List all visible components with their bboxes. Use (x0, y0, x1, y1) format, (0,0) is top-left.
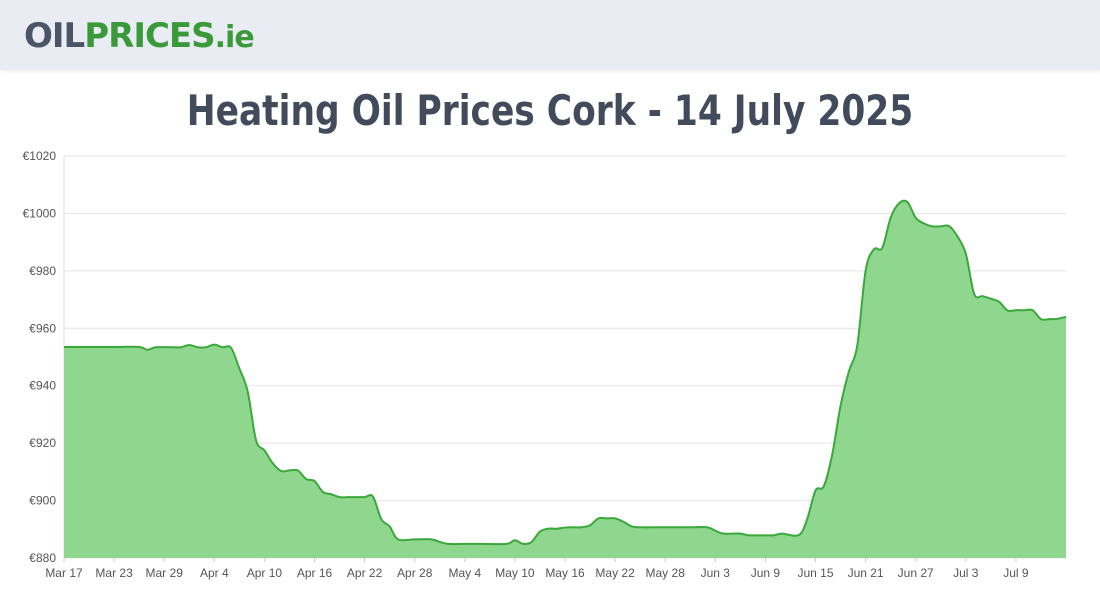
x-tick-label: Jun 3 (701, 566, 731, 580)
x-tick-label: May 22 (595, 566, 635, 580)
page-title: Heating Oil Prices Cork - 14 July 2025 (186, 86, 914, 135)
y-tick-label: €920 (29, 436, 56, 450)
x-tick-label: Jul 3 (953, 566, 979, 580)
y-tick-label: €900 (29, 494, 56, 508)
x-tick-label: Jun 15 (797, 566, 833, 580)
y-axis-ticks: €880 €900 €920 €940 €960 €980 €1000 €1020 (23, 149, 57, 565)
x-tick-label: Apr 16 (297, 566, 333, 580)
x-tick-label: May 4 (448, 566, 481, 580)
x-tick-label: May 28 (646, 566, 686, 580)
x-tick-label: May 10 (495, 566, 535, 580)
y-tick-label: €1000 (23, 206, 57, 220)
logo-text-prices: PRICES (84, 16, 215, 56)
y-tick-label: €880 (29, 551, 56, 565)
y-tick-label: €940 (29, 379, 56, 393)
x-axis-ticks: Mar 17 Mar 23 Mar 29 Apr 4 Apr 10 Apr 16 Apr 2… (45, 558, 1029, 580)
header-bar: OILPRICES.ie (0, 0, 1100, 70)
y-tick-label: €960 (29, 321, 56, 335)
x-tick-label: Mar 17 (45, 566, 83, 580)
x-tick-label: Jun 21 (848, 566, 884, 580)
y-tick-label: €1020 (23, 149, 57, 163)
logo-text-ie: .ie (214, 20, 255, 55)
x-tick-label: Jun 9 (751, 566, 781, 580)
price-line (64, 199, 1067, 546)
x-tick-label: Apr 10 (247, 566, 283, 580)
price-area-fill (64, 200, 1066, 559)
x-tick-label: Jul 9 (1003, 566, 1029, 580)
x-tick-label: Apr 4 (200, 566, 229, 580)
x-tick-label: Apr 22 (347, 566, 383, 580)
x-tick-label: Apr 28 (397, 566, 433, 580)
price-area (64, 199, 1067, 559)
x-tick-label: Mar 23 (95, 566, 133, 580)
site-logo[interactable]: OILPRICES.ie (24, 14, 255, 60)
x-tick-label: Jun 27 (898, 566, 934, 580)
y-tick-label: €980 (29, 264, 56, 278)
x-tick-label: May 16 (545, 566, 585, 580)
logo-text-oil: OIL (24, 16, 85, 56)
x-tick-label: Mar 29 (146, 566, 184, 580)
